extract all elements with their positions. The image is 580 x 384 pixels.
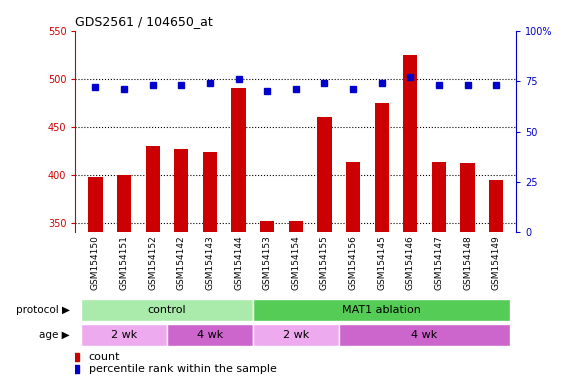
Bar <box>88 177 103 232</box>
Text: GSM154155: GSM154155 <box>320 236 329 290</box>
Bar <box>461 163 474 232</box>
Bar <box>81 324 167 346</box>
Text: 2 wk: 2 wk <box>282 330 309 340</box>
Text: 4 wk: 4 wk <box>197 330 223 340</box>
Text: protocol ▶: protocol ▶ <box>16 305 70 315</box>
Text: GSM154153: GSM154153 <box>263 236 271 290</box>
Text: GSM154151: GSM154151 <box>119 236 129 290</box>
Bar <box>289 221 303 232</box>
Bar <box>432 162 446 232</box>
Text: GSM154149: GSM154149 <box>492 236 501 290</box>
Bar <box>146 146 160 232</box>
Text: GSM154152: GSM154152 <box>148 236 157 290</box>
Text: GSM154147: GSM154147 <box>434 236 444 290</box>
Bar <box>203 152 217 232</box>
Text: GSM154142: GSM154142 <box>177 236 186 290</box>
Text: GSM154143: GSM154143 <box>205 236 215 290</box>
Text: MAT1 ablation: MAT1 ablation <box>342 305 421 315</box>
Bar <box>375 103 389 232</box>
Bar <box>231 88 246 232</box>
Text: GDS2561 / 104650_at: GDS2561 / 104650_at <box>75 15 213 28</box>
Bar <box>81 299 253 321</box>
Bar <box>403 55 418 232</box>
Bar <box>317 117 332 232</box>
Text: age ▶: age ▶ <box>39 330 70 340</box>
Bar <box>339 324 510 346</box>
Bar <box>167 324 253 346</box>
Text: control: control <box>148 305 186 315</box>
Text: GSM154144: GSM154144 <box>234 236 243 290</box>
Text: count: count <box>89 352 120 362</box>
Text: GSM154154: GSM154154 <box>291 236 300 290</box>
Text: GSM154146: GSM154146 <box>406 236 415 290</box>
Text: GSM154156: GSM154156 <box>349 236 357 290</box>
Text: GSM154150: GSM154150 <box>91 236 100 290</box>
Text: GSM154145: GSM154145 <box>377 236 386 290</box>
Bar <box>117 175 131 232</box>
Bar <box>260 221 274 232</box>
Bar <box>489 180 503 232</box>
Bar <box>253 299 510 321</box>
Text: GSM154148: GSM154148 <box>463 236 472 290</box>
Text: percentile rank within the sample: percentile rank within the sample <box>89 364 277 374</box>
Bar <box>346 162 360 232</box>
Text: 4 wk: 4 wk <box>411 330 438 340</box>
Text: 2 wk: 2 wk <box>111 330 137 340</box>
Bar <box>253 324 339 346</box>
Bar <box>174 149 188 232</box>
